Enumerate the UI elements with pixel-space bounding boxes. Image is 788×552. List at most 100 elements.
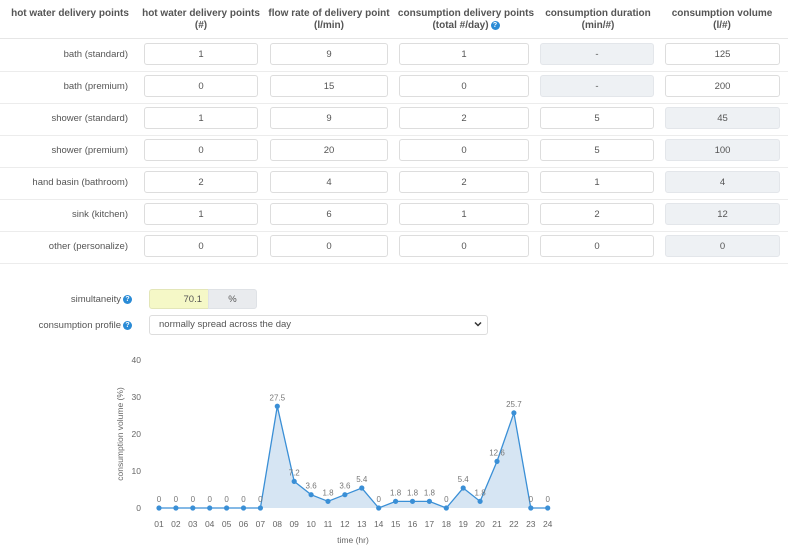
table-row: other (personalize) 0 0 0 0 0 — [0, 231, 788, 264]
x-tick-label: 22 — [509, 519, 519, 529]
table-row: sink (kitchen) 1 6 1 2 12 — [0, 199, 788, 232]
table-row: hand basin (bathroom) 2 4 2 1 4 — [0, 167, 788, 200]
y-tick-label: 10 — [132, 466, 142, 476]
table-row: shower (premium) 0 20 0 5 100 — [0, 135, 788, 168]
volume-field: 12 — [665, 203, 780, 225]
data-point — [376, 505, 382, 511]
y-tick-label: 20 — [132, 429, 142, 439]
points-field[interactable]: 0 — [144, 75, 258, 97]
consumption-field[interactable]: 0 — [399, 75, 529, 97]
data-point — [528, 505, 534, 511]
data-point — [325, 498, 331, 504]
flow-field[interactable]: 15 — [270, 75, 388, 97]
y-tick-label: 0 — [136, 503, 141, 513]
row-label: sink (kitchen) — [72, 209, 128, 220]
series-line — [159, 406, 548, 509]
table-row: bath (premium) 0 15 0-200 — [0, 71, 788, 104]
consumption-profile-select[interactable]: normally spread across the day — [149, 315, 488, 335]
table-row: bath (standard) 1 9 1-125 — [0, 39, 788, 72]
data-label: 7.2 — [289, 468, 301, 477]
row-label: shower (standard) — [51, 113, 128, 124]
duration-field: - — [540, 43, 654, 65]
duration-field[interactable]: 5 — [540, 107, 654, 129]
data-label: 0 — [157, 495, 162, 504]
data-point — [477, 498, 483, 504]
data-point — [240, 505, 247, 511]
data-point — [409, 498, 416, 504]
points-field[interactable]: 1 — [144, 107, 258, 129]
x-tick-label: 02 — [171, 519, 181, 529]
flow-field[interactable]: 6 — [270, 203, 388, 225]
data-label: 5.4 — [458, 475, 470, 484]
duration-field[interactable]: 0 — [540, 235, 654, 257]
y-tick-label: 40 — [132, 355, 142, 365]
x-tick-label: 01 — [154, 519, 164, 529]
consumption-profile-label: consumption profile? — [20, 320, 132, 331]
consumption-field[interactable]: 1 — [399, 203, 529, 225]
data-label: 1.8 — [390, 488, 402, 497]
flow-field[interactable]: 20 — [270, 139, 388, 161]
data-label: 0 — [224, 495, 229, 504]
data-label: 1.8 — [424, 488, 436, 497]
header-flow-rate: flow rate of delivery point (l/min) — [268, 8, 390, 31]
consumption-field[interactable]: 0 — [399, 139, 529, 161]
simultaneity-label: simultaneity? — [20, 294, 132, 305]
flow-field[interactable]: 0 — [270, 235, 388, 257]
x-tick-label: 04 — [205, 519, 215, 529]
data-point — [460, 485, 466, 491]
points-field[interactable]: 1 — [144, 203, 258, 225]
volume-field: 0 — [665, 235, 780, 257]
table-header: hot water delivery points hot water deli… — [0, 0, 788, 39]
duration-field[interactable]: 5 — [540, 139, 654, 161]
duration-field: - — [540, 75, 654, 97]
consumption-field[interactable]: 0 — [399, 235, 529, 257]
consumption-profile-value: normally spread across the day — [159, 319, 292, 330]
consumption-field[interactable]: 2 — [399, 171, 529, 193]
data-point — [511, 410, 517, 416]
data-point — [545, 505, 551, 511]
points-field[interactable]: 0 — [144, 139, 258, 161]
x-tick-label: 24 — [543, 519, 553, 529]
data-label: 27.5 — [270, 393, 286, 402]
duration-field[interactable]: 1 — [540, 171, 654, 193]
help-icon[interactable]: ? — [490, 20, 500, 30]
data-label: 0 — [258, 495, 263, 504]
data-label: 0 — [174, 495, 179, 504]
data-label: 25.7 — [506, 400, 522, 409]
flow-field[interactable]: 4 — [270, 171, 388, 193]
x-tick-label: 08 — [273, 519, 283, 529]
data-point — [426, 498, 432, 504]
data-label: 3.6 — [306, 482, 318, 491]
flow-field[interactable]: 9 — [270, 43, 388, 65]
chevron-down-icon — [474, 321, 482, 327]
help-icon[interactable]: ? — [123, 294, 132, 304]
data-point — [494, 458, 500, 464]
points-field[interactable]: 2 — [144, 171, 258, 193]
header-consumption-points: consumption delivery points (total #/day)… — [397, 8, 535, 31]
x-tick-label: 10 — [306, 519, 316, 529]
flow-field[interactable]: 9 — [270, 107, 388, 129]
x-tick-label: 14 — [374, 519, 384, 529]
consumption-field[interactable]: 2 — [399, 107, 529, 129]
data-point — [359, 485, 365, 491]
y-axis-label: consumption volume (%) — [115, 387, 125, 481]
duration-field[interactable]: 2 — [540, 203, 654, 225]
volume-field[interactable]: 200 — [665, 75, 780, 97]
data-label: 0 — [191, 495, 196, 504]
simultaneity-unit: % — [208, 289, 257, 309]
data-point — [207, 505, 213, 511]
data-label: 0 — [545, 495, 550, 504]
volume-field[interactable]: 125 — [665, 43, 780, 65]
data-point — [443, 505, 449, 511]
area-fill — [159, 406, 548, 508]
consumption-field[interactable]: 1 — [399, 43, 529, 65]
data-label: 12.6 — [489, 448, 505, 457]
data-point — [190, 505, 196, 511]
points-field[interactable]: 1 — [144, 43, 258, 65]
header-volume: consumption volume (l/#) — [671, 8, 773, 31]
help-icon[interactable]: ? — [123, 320, 132, 330]
points-field[interactable]: 0 — [144, 235, 258, 257]
data-label: 5.4 — [356, 475, 368, 484]
row-label: bath (standard) — [63, 49, 128, 60]
x-tick-label: 15 — [391, 519, 401, 529]
